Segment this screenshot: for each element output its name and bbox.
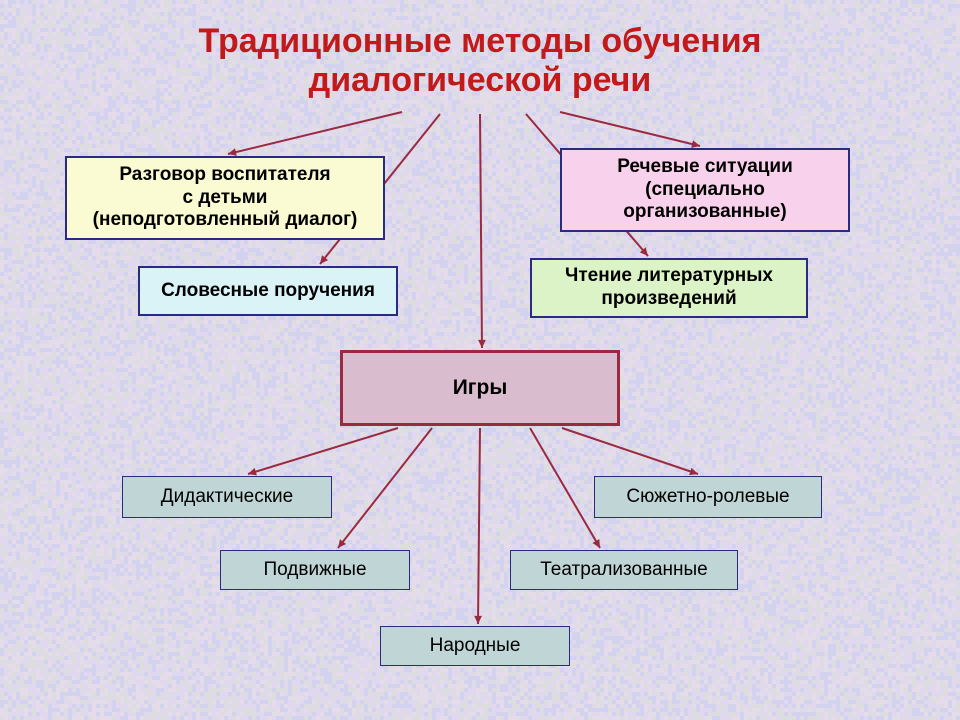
box-theatre: Театрализованные: [510, 550, 738, 590]
box-games: Игры: [340, 350, 620, 426]
box-talk: Разговор воспитателя с детьми (неподгото…: [65, 156, 385, 240]
box-folk: Народные: [380, 626, 570, 666]
box-situations: Речевые ситуации (специально организован…: [560, 148, 850, 232]
title-line2: диалогической речи: [309, 61, 652, 99]
diagram-stage: Традиционные методы обучения диалогическ…: [0, 0, 960, 720]
box-verbal: Словесные поручения: [138, 266, 398, 316]
title-line1: Традиционные методы обучения: [198, 22, 761, 60]
page-title: Традиционные методы обучения диалогическ…: [0, 22, 960, 100]
box-reading: Чтение литературных произведений: [530, 258, 808, 318]
box-active: Подвижные: [220, 550, 410, 590]
box-role: Сюжетно-ролевые: [594, 476, 822, 518]
box-didactic: Дидактические: [122, 476, 332, 518]
